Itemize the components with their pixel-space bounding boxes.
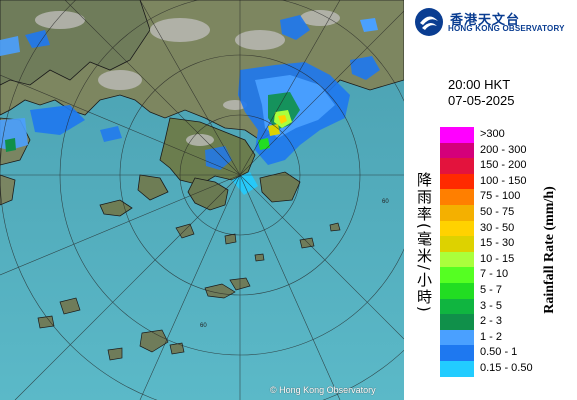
legend-swatch [440,329,474,346]
legend-item: 5 - 7 [440,282,550,299]
legend-label: 50 - 75 [480,205,515,218]
organization-name-en: HONG KONG OBSERVATORY [448,24,565,33]
radar-map: 60 60 [0,0,404,400]
legend-swatch [440,298,474,315]
legend-swatch [440,220,474,237]
legend-item: 1 - 2 [440,329,550,346]
legend-item: 3 - 5 [440,298,550,315]
legend-item: 2 - 3 [440,314,550,330]
observation-time: 20:00 HKT [448,77,511,92]
hko-logo-icon [415,8,443,36]
legend-item: 10 - 15 [440,251,550,268]
legend-label: 200 - 300 [480,143,527,156]
legend-label: 1 - 2 [480,330,503,343]
legend-item: 50 - 75 [440,204,550,221]
legend-label: 5 - 7 [480,283,503,296]
legend-swatch [440,127,474,143]
range-ring-label: 60 [200,323,207,329]
legend-swatch [440,314,474,330]
legend-title-zh: 降雨率(毫米/小時) [415,172,433,314]
legend-label: 100 - 150 [480,174,527,187]
legend-label: 30 - 50 [480,221,515,234]
legend-label: 2 - 3 [480,315,503,328]
legend-swatch [440,236,474,252]
legend-item: 150 - 200 [440,158,550,174]
legend-item: 75 - 100 [440,189,550,205]
legend-swatch [440,173,474,190]
legend-swatch [440,158,474,174]
legend-swatch [440,267,474,283]
legend-item: >300 [440,127,550,143]
legend-title-en: Rainfall Rate (mm/h) [542,186,557,314]
observation-date: 07-05-2025 [448,93,515,108]
legend-swatch [440,282,474,299]
legend-item: 7 - 10 [440,267,550,283]
legend-label: 3 - 5 [480,299,503,312]
copyright-notice: © Hong Kong Observatory [270,385,376,395]
legend-label: 15 - 30 [480,237,515,250]
legend-label: 75 - 100 [480,190,521,203]
legend-label: 0.15 - 0.50 [480,361,533,374]
legend-item: 100 - 150 [440,173,550,190]
legend-swatch [440,204,474,221]
legend-item: 0.50 - 1 [440,345,550,361]
range-ring-label: 60 [382,199,389,205]
legend-item: 15 - 30 [440,236,550,252]
urban-areas [35,10,340,146]
legend-label: 0.50 - 1 [480,346,518,359]
legend-label: 7 - 10 [480,268,509,281]
legend-label: 10 - 15 [480,252,515,265]
info-panel: 香港天文台 HONG KONG OBSERVATORY 20:00 HKT 07… [404,0,577,400]
legend-item: 200 - 300 [440,142,550,159]
legend-swatch [440,189,474,205]
legend-item: 30 - 50 [440,220,550,237]
legend-label: >300 [480,128,505,140]
legend-swatch [440,142,474,159]
legend-swatch [440,251,474,268]
legend-item: 0.15 - 0.50 [440,360,550,377]
rainfall-legend: >300 200 - 300 150 - 200 100 - 150 75 - 100 5… [440,127,550,377]
legend-swatch [440,345,474,361]
legend-swatch [440,360,474,377]
range-rings [0,0,404,400]
legend-label: 150 - 200 [480,159,527,172]
organization-name-zh: 香港天文台 [450,13,521,28]
